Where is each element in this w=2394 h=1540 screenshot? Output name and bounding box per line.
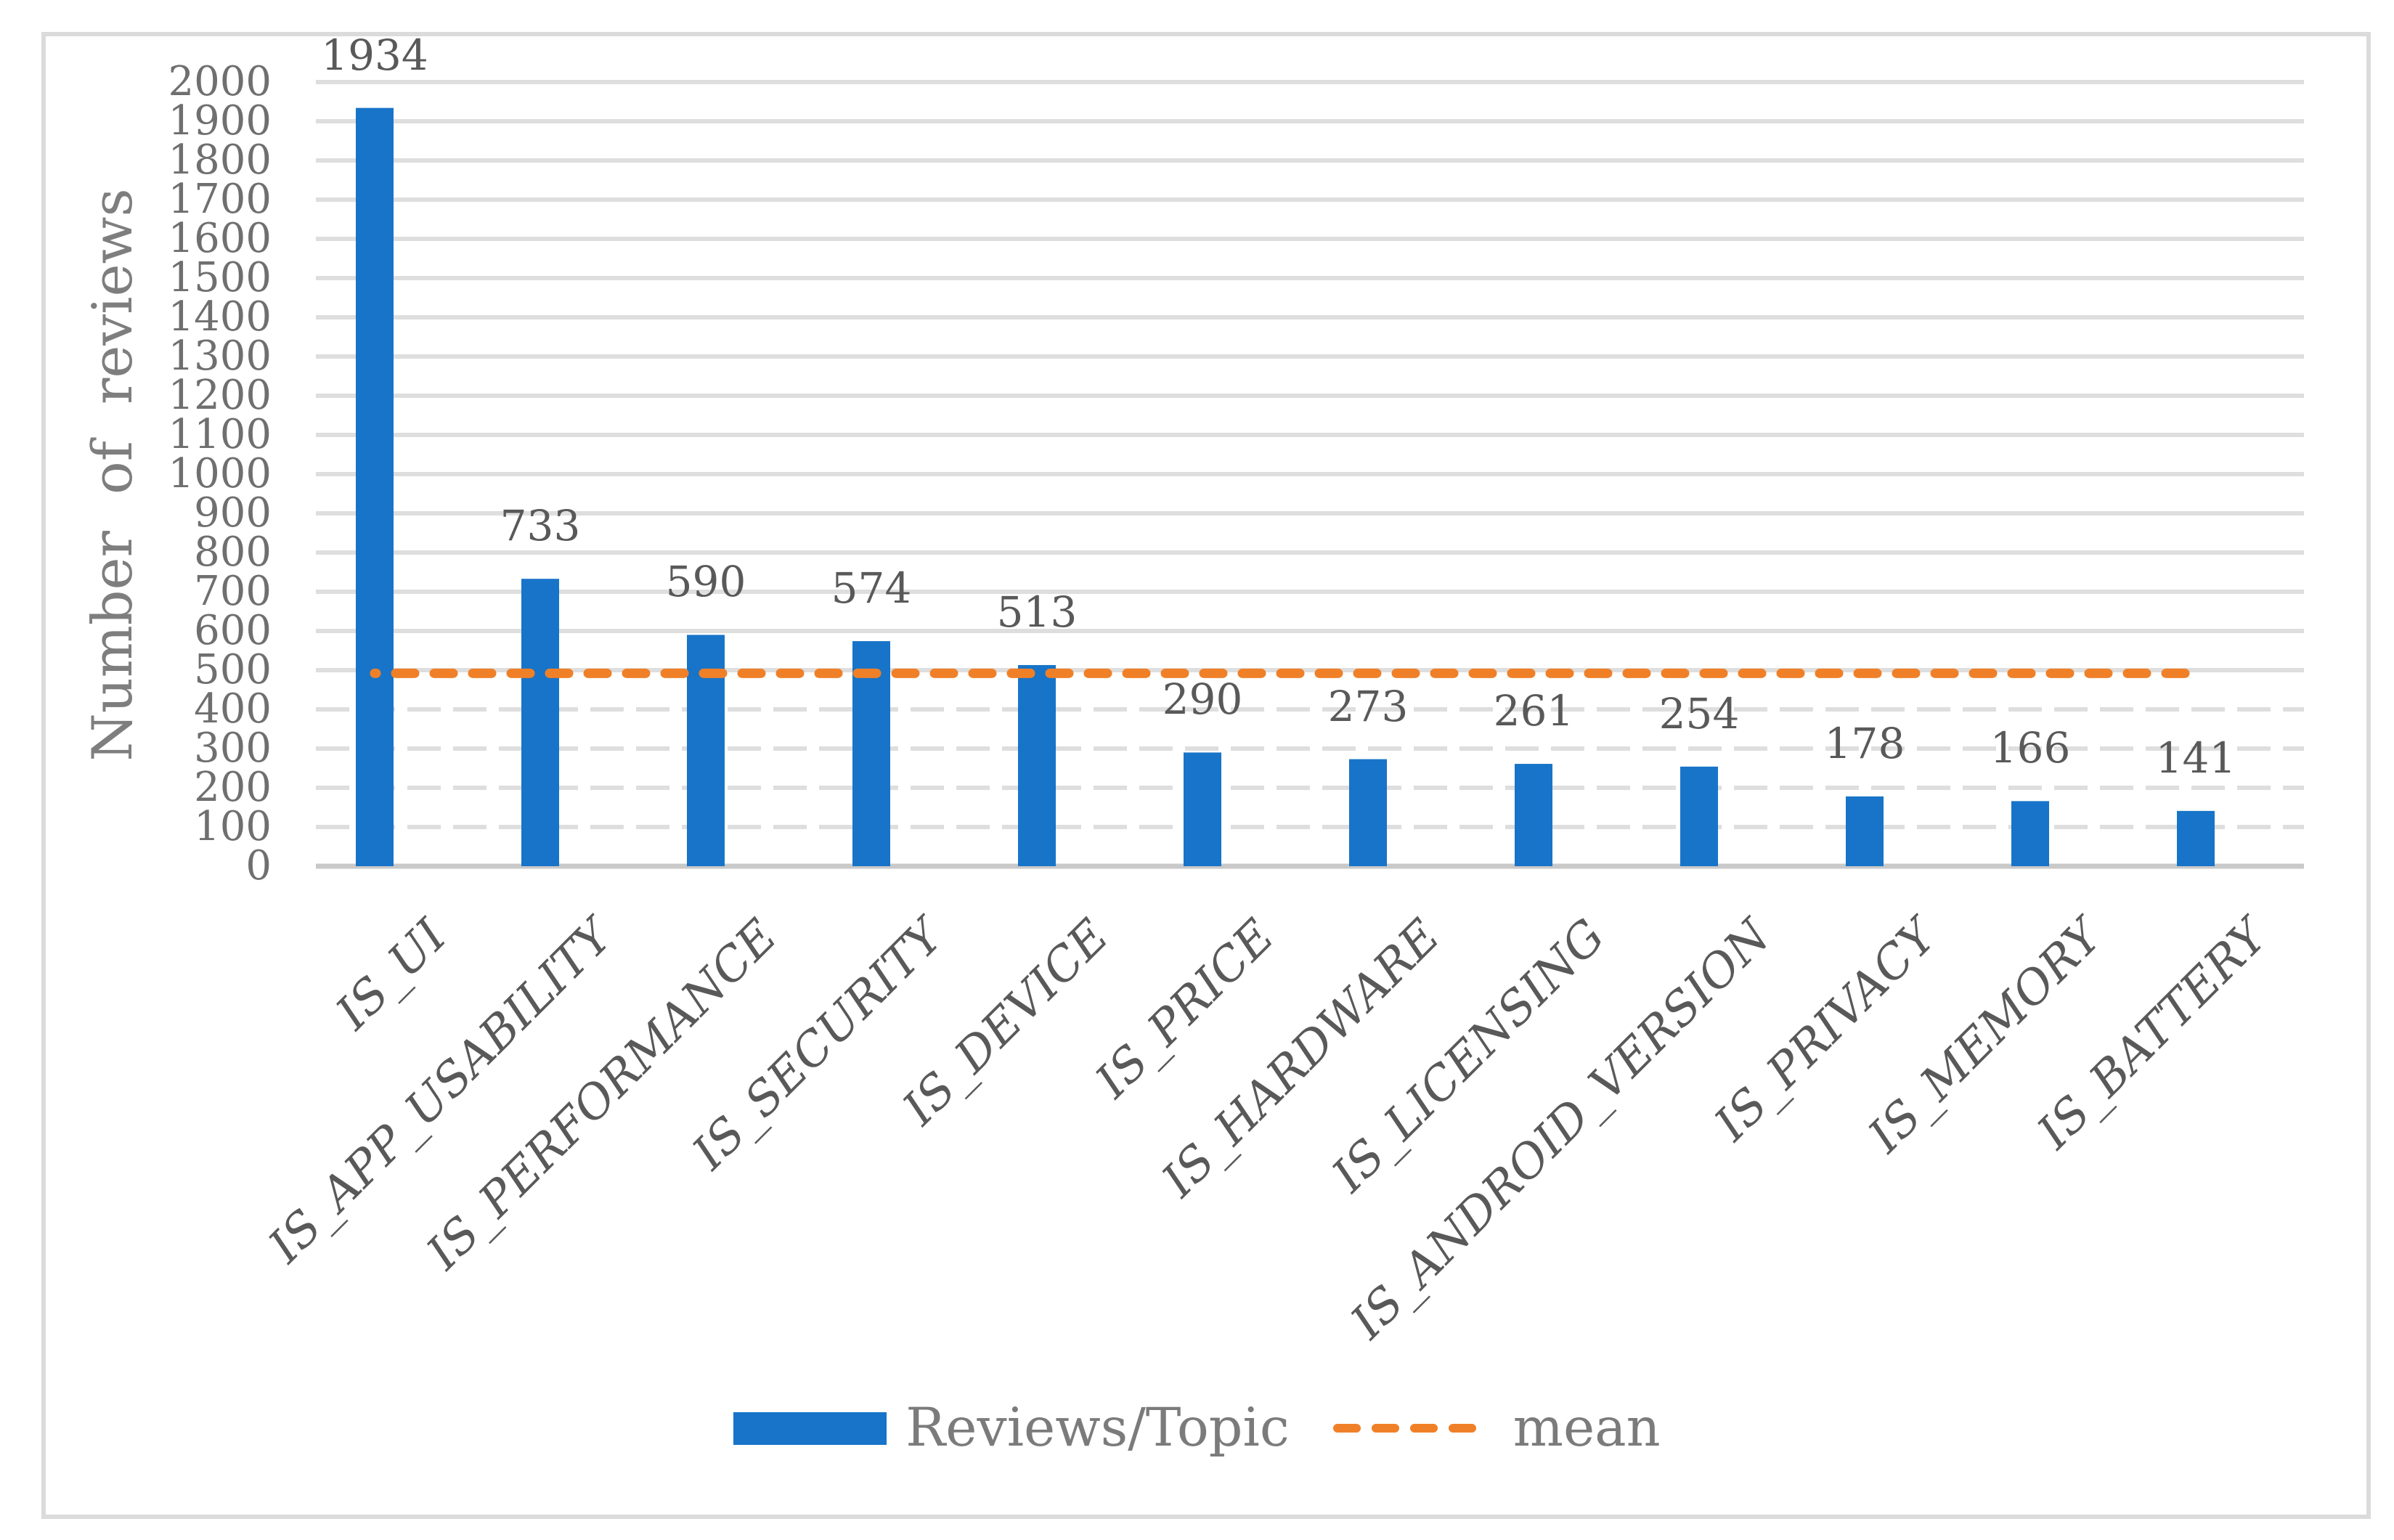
bar-IS_BATTERY: [2177, 810, 2215, 866]
value-label-IS_MEMORY: 166: [1990, 723, 2071, 773]
figure-border: [41, 32, 2371, 1519]
legend-mean-label: mean: [1512, 1397, 1661, 1459]
value-label-IS_BATTERY: 141: [2155, 733, 2236, 783]
y-tick-1600: 1600: [168, 215, 272, 262]
y-tick-1000: 1000: [168, 450, 272, 497]
bar-IS_DEVICE: [1018, 664, 1056, 866]
value-label-IS_PERFORMANCE: 590: [665, 557, 746, 607]
y-tick-2000: 2000: [168, 58, 272, 105]
y-tick-1500: 1500: [168, 254, 272, 301]
y-tick-1100: 1100: [168, 411, 272, 458]
value-label-IS_APP_USABILITY: 733: [500, 501, 581, 551]
value-label-IS_LICENSING: 261: [1493, 686, 1574, 736]
legend: Reviews/Topic mean: [0, 1396, 2394, 1461]
value-label-IS_ANDROID_VERSION: 254: [1658, 688, 1740, 738]
bar-IS_ANDROID_VERSION: [1680, 766, 1718, 866]
y-tick-1200: 1200: [168, 372, 272, 419]
value-label-IS_SECURITY: 574: [831, 563, 912, 614]
y-tick-800: 800: [194, 529, 272, 576]
legend-bar-label: Reviews/Topic: [905, 1397, 1290, 1459]
y-tick-700: 700: [194, 568, 272, 615]
bar-IS_MEMORY: [2011, 801, 2049, 866]
value-label-IS_UI: 1934: [321, 30, 428, 80]
y-tick-500: 500: [194, 646, 272, 693]
bar-IS_PRICE: [1184, 752, 1221, 866]
y-tick-1400: 1400: [168, 293, 272, 341]
y-tick-0: 0: [245, 842, 272, 889]
y-tick-1300: 1300: [168, 333, 272, 380]
y-tick-100: 100: [194, 803, 272, 850]
bar-IS_HARDWARE: [1349, 759, 1387, 866]
y-tick-1700: 1700: [168, 176, 272, 223]
legend-mean-dash-sample: [1332, 1424, 1496, 1433]
y-tick-1800: 1800: [168, 137, 272, 184]
bar-IS_APP_USABILITY: [521, 579, 559, 866]
value-label-IS_PRIVACY: 178: [1824, 718, 1905, 768]
value-label-IS_DEVICE: 513: [996, 587, 1078, 637]
value-label-IS_HARDWARE: 273: [1327, 681, 1409, 731]
y-tick-600: 600: [194, 607, 272, 654]
bar-IS_SECURITY: [852, 641, 890, 866]
bar-IS_PRIVACY: [1846, 796, 1884, 866]
y-tick-900: 900: [194, 489, 272, 537]
legend-bar-swatch: [733, 1411, 887, 1445]
y-tick-300: 300: [194, 725, 272, 772]
y-tick-400: 400: [194, 685, 272, 733]
y-tick-1900: 1900: [168, 97, 272, 144]
bar-IS_UI: [356, 107, 394, 866]
bar-IS_LICENSING: [1515, 764, 1552, 866]
y-tick-200: 200: [194, 764, 272, 811]
value-label-IS_PRICE: 290: [1162, 675, 1243, 725]
